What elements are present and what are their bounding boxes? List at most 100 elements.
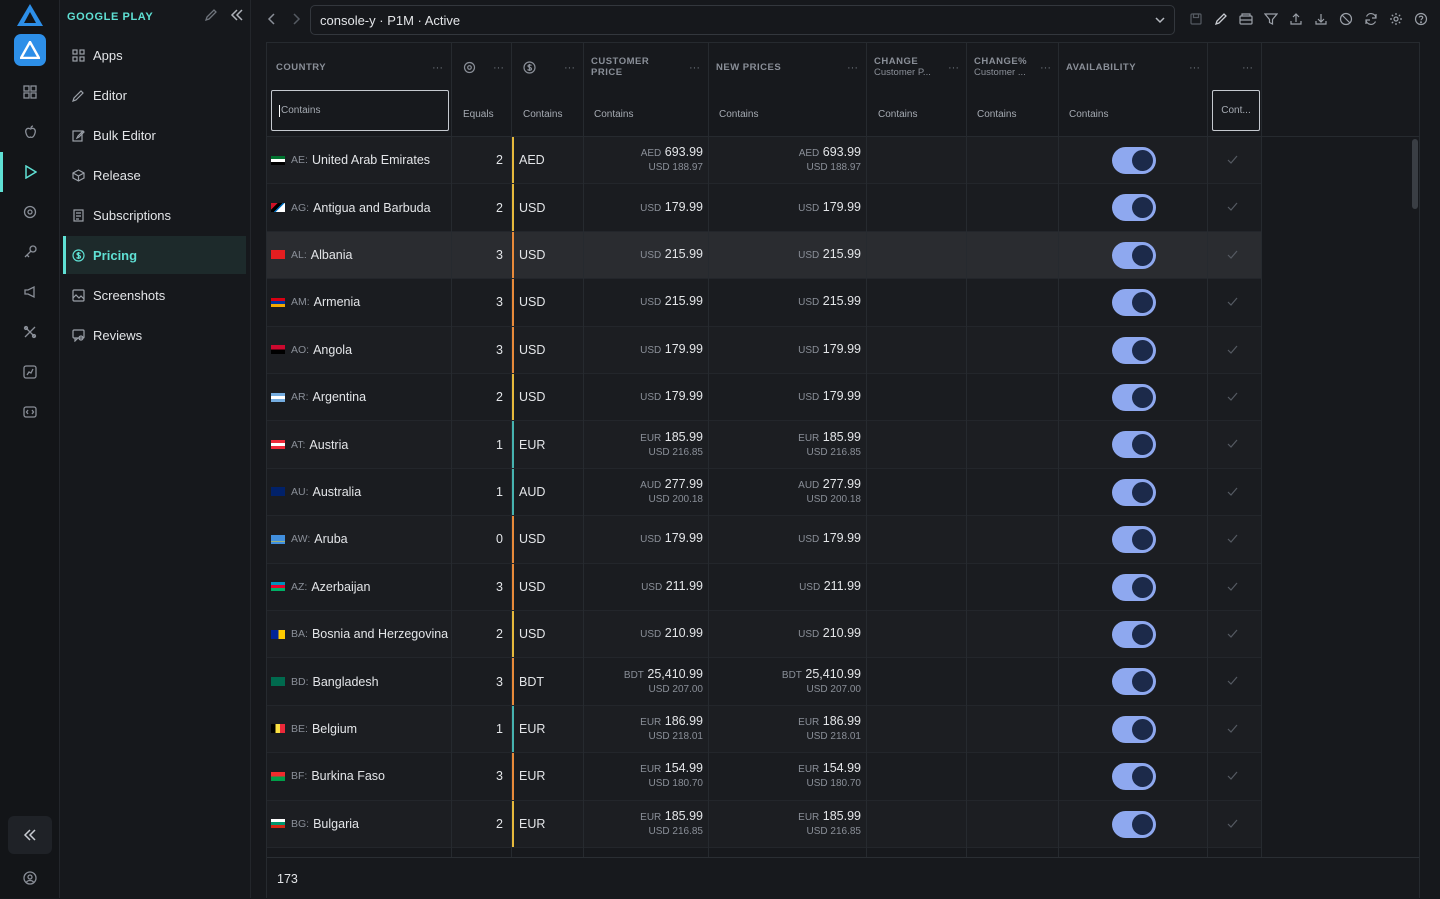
- table-row[interactable]: AE: United Arab Emirates 2 AED AED 693.99 USD…: [267, 137, 1262, 185]
- check-icon[interactable]: [1227, 342, 1238, 360]
- column-menu-icon[interactable]: ···: [1040, 62, 1051, 74]
- table-row[interactable]: BG: Bulgaria 2 EUR EUR 185.99 USD 216.85 EUR 1…: [267, 800, 1262, 848]
- rail-chart-icon[interactable]: [0, 352, 60, 392]
- column-menu-icon[interactable]: ···: [1189, 62, 1200, 74]
- back-arrow-icon[interactable]: [267, 11, 277, 32]
- table-row[interactable]: AM: Armenia 3 USD USD 215.99 USD 215.99: [267, 279, 1262, 327]
- sidebar-item-screenshots[interactable]: Screenshots: [63, 276, 246, 314]
- column-menu-icon[interactable]: ···: [847, 62, 858, 74]
- sidebar-item-subscriptions[interactable]: Subscriptions: [63, 196, 246, 234]
- rail-tools-icon[interactable]: [0, 312, 60, 352]
- check-icon[interactable]: [1227, 721, 1238, 739]
- column-menu-icon[interactable]: ···: [432, 62, 443, 74]
- column-header-availability[interactable]: AVAILABILITY: [1066, 61, 1137, 73]
- edit-pencil-icon[interactable]: [1214, 12, 1228, 31]
- bulk-actions-icon[interactable]: [1239, 12, 1253, 31]
- check-icon[interactable]: [1227, 294, 1238, 312]
- column-header-new-prices[interactable]: NEW PRICES: [716, 61, 782, 73]
- availability-toggle[interactable]: [1112, 668, 1156, 696]
- table-row[interactable]: AT: Austria 1 EUR EUR 185.99 USD 216.85 EUR 18…: [267, 421, 1262, 469]
- availability-toggle[interactable]: [1112, 715, 1156, 743]
- filter-country-input[interactable]: Contains: [271, 90, 449, 131]
- availability-toggle[interactable]: [1112, 384, 1156, 411]
- table-row[interactable]: BD: Bangladesh 3 BDT BDT 25,410.99 USD 207.00…: [267, 658, 1262, 706]
- check-icon[interactable]: [1227, 484, 1238, 502]
- filter-new-prices[interactable]: Contains: [719, 108, 759, 120]
- rail-apple-icon[interactable]: [0, 112, 60, 152]
- filter-priority[interactable]: Equals: [463, 108, 494, 120]
- rail-code-icon[interactable]: [0, 392, 60, 432]
- column-menu-icon[interactable]: ···: [1242, 62, 1253, 74]
- sidebar-item-bulk-editor[interactable]: Bulk Editor: [63, 116, 246, 154]
- availability-toggle[interactable]: [1112, 241, 1156, 269]
- refresh-icon[interactable]: [1364, 12, 1378, 31]
- check-icon[interactable]: [1227, 436, 1238, 454]
- sidebar-item-apps[interactable]: Apps: [63, 36, 246, 74]
- settings-gear-icon[interactable]: [1389, 12, 1403, 31]
- download-icon[interactable]: [1314, 12, 1328, 31]
- table-row[interactable]: AL: Albania 3 USD USD 215.99 USD 215.99: [267, 231, 1262, 280]
- app-avatar[interactable]: [14, 34, 46, 66]
- check-icon[interactable]: [1227, 389, 1238, 407]
- column-menu-icon[interactable]: ···: [689, 62, 700, 74]
- rail-dashboard-icon[interactable]: [0, 72, 60, 112]
- availability-toggle[interactable]: [1112, 621, 1156, 648]
- column-header-currency[interactable]: [523, 43, 536, 91]
- check-icon[interactable]: [1227, 531, 1238, 549]
- sidebar-item-editor[interactable]: Editor: [63, 76, 246, 114]
- availability-toggle[interactable]: [1112, 336, 1156, 364]
- column-header-change[interactable]: CHANGE Customer P...: [874, 56, 931, 78]
- filter-change[interactable]: Contains: [878, 108, 918, 120]
- upload-icon[interactable]: [1289, 12, 1303, 31]
- sidebar-item-reviews[interactable]: Reviews: [63, 316, 246, 354]
- table-row[interactable]: AZ: Azerbaijan 3 USD USD 211.99 USD 211.99: [267, 563, 1262, 611]
- table-row[interactable]: BA: Bosnia and Herzegovina 2 USD USD 210.99 U…: [267, 611, 1262, 659]
- check-icon[interactable]: [1227, 768, 1238, 786]
- check-icon[interactable]: [1227, 673, 1238, 691]
- check-icon[interactable]: [1227, 247, 1238, 265]
- column-header-change-pct[interactable]: CHANGE% Customer ...: [974, 56, 1028, 78]
- forward-arrow-icon[interactable]: [291, 11, 301, 32]
- rail-google-play-icon[interactable]: [0, 152, 60, 192]
- column-menu-icon[interactable]: ···: [493, 62, 504, 74]
- column-header-priority[interactable]: [463, 43, 476, 91]
- check-icon[interactable]: [1227, 816, 1238, 834]
- table-row[interactable]: AO: Angola 3 USD USD 179.99 USD 179.99: [267, 326, 1262, 374]
- sidebar-item-release[interactable]: Release: [63, 156, 246, 194]
- check-icon[interactable]: [1227, 152, 1238, 170]
- table-row[interactable]: AG: Antigua and Barbuda 2 USD USD 179.99 USD …: [267, 184, 1262, 232]
- column-header-country[interactable]: COUNTRY: [276, 61, 327, 73]
- table-row[interactable]: AW: Aruba 0 USD USD 179.99 USD 179.99: [267, 516, 1262, 564]
- table-row[interactable]: BE: Belgium 1 EUR EUR 186.99 USD 218.01 EUR 18…: [267, 705, 1262, 754]
- availability-toggle[interactable]: [1112, 763, 1156, 791]
- block-icon[interactable]: [1339, 12, 1353, 31]
- table-row[interactable]: AU: Australia 1 AUD AUD 277.99 USD 200.18 AUD …: [267, 468, 1262, 517]
- check-icon[interactable]: [1227, 199, 1238, 217]
- table-row[interactable]: AR: Argentina 2 USD USD 179.99 USD 179.99: [267, 374, 1262, 422]
- vertical-scrollbar[interactable]: [1412, 139, 1418, 209]
- column-header-customer-price[interactable]: CUSTOMER PRICE: [591, 56, 650, 78]
- filter-icon[interactable]: [1263, 12, 1279, 31]
- help-icon[interactable]: [1414, 12, 1428, 31]
- edit-icon[interactable]: [204, 8, 218, 27]
- user-account-icon[interactable]: [0, 862, 60, 894]
- table-row[interactable]: BF: Burkina Faso 3 EUR EUR 154.99 USD 180.70 E…: [267, 753, 1262, 801]
- rail-key-icon[interactable]: [0, 232, 60, 272]
- subscription-selector[interactable]: console-y · P1M · Active: [310, 5, 1175, 35]
- availability-toggle[interactable]: [1112, 478, 1156, 506]
- rail-megaphone-icon[interactable]: [0, 272, 60, 312]
- filter-change-pct[interactable]: Contains: [977, 108, 1017, 120]
- column-menu-icon[interactable]: ···: [948, 62, 959, 74]
- availability-toggle[interactable]: [1112, 289, 1156, 317]
- collapse-sidebar-icon[interactable]: [230, 8, 244, 27]
- column-menu-icon[interactable]: ···: [564, 62, 575, 74]
- filter-currency[interactable]: Contains: [523, 108, 563, 120]
- availability-toggle[interactable]: [1112, 431, 1156, 459]
- save-icon[interactable]: [1189, 12, 1203, 31]
- check-icon[interactable]: [1227, 579, 1238, 597]
- check-icon[interactable]: [1227, 626, 1238, 644]
- filter-availability[interactable]: Contains: [1069, 108, 1109, 120]
- availability-toggle[interactable]: [1112, 194, 1156, 222]
- collapse-rail-button[interactable]: [8, 816, 52, 854]
- availability-toggle[interactable]: [1112, 573, 1156, 601]
